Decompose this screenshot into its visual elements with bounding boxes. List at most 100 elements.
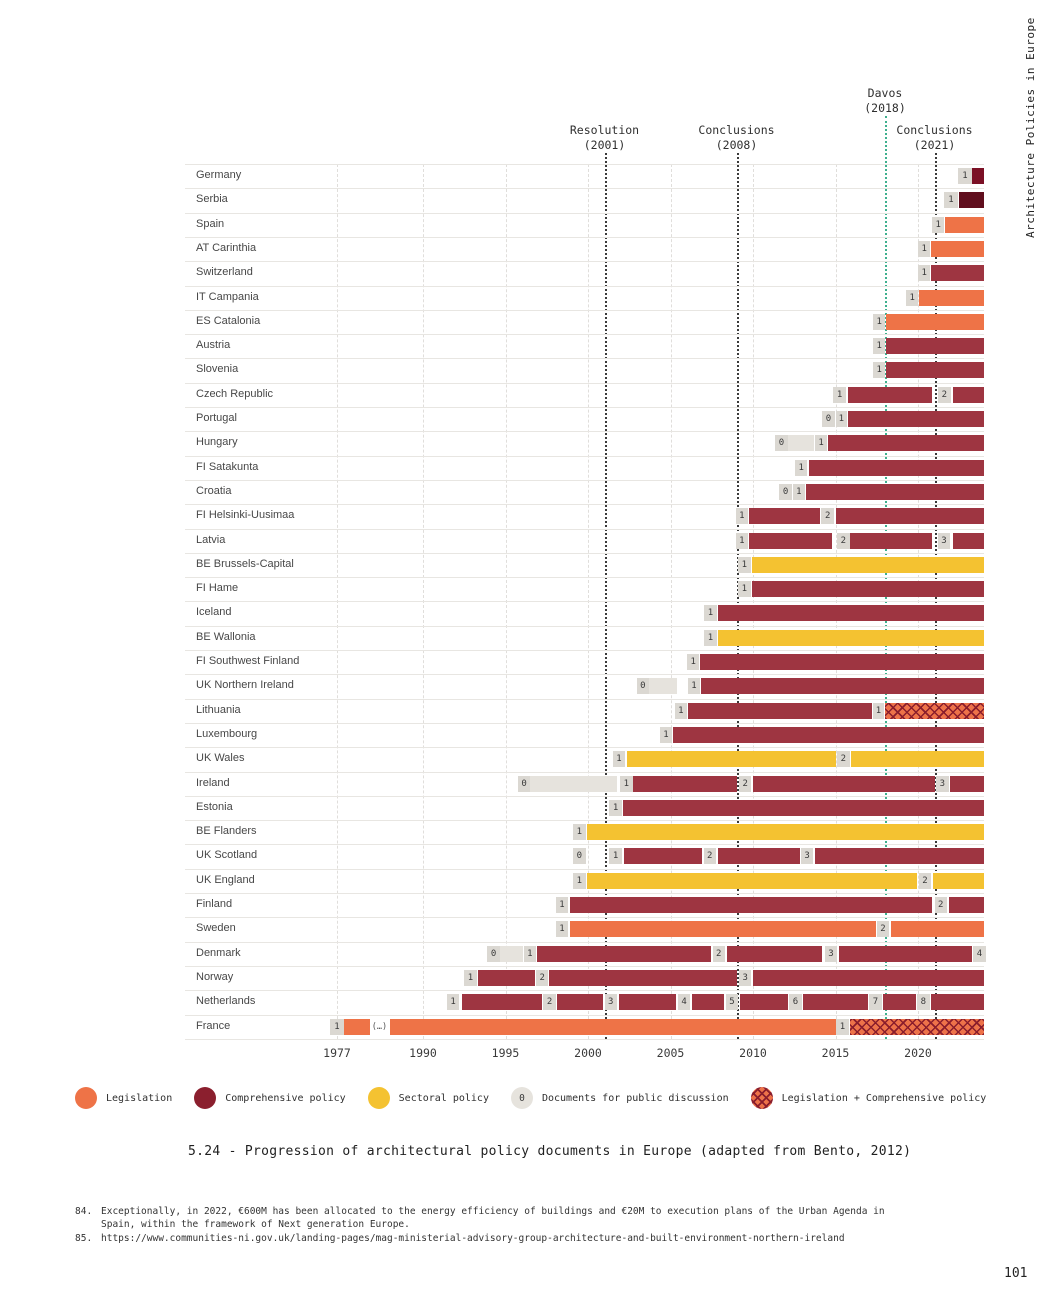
row-separator xyxy=(185,965,984,967)
row-separator xyxy=(185,771,984,773)
row-separator xyxy=(185,941,984,943)
doc-count-label: 0 xyxy=(636,678,650,695)
bar-comp xyxy=(700,654,984,670)
legend-dot-comp xyxy=(194,1087,217,1109)
row-label-luxembourg: Luxembourg xyxy=(196,727,258,740)
doc-count-label: 1 xyxy=(872,702,885,719)
bar-comp xyxy=(618,994,677,1011)
bar-disc xyxy=(499,945,523,962)
row-separator xyxy=(185,893,984,894)
doc-count-label: 1 xyxy=(738,556,751,573)
refline-event: Conclusions xyxy=(698,123,775,137)
doc-count-label: 1 xyxy=(687,654,700,670)
bar-comp xyxy=(950,775,984,792)
doc-count-label: 2 xyxy=(934,897,947,913)
doc-count-label: 3 xyxy=(800,848,814,865)
row-label-latvia: Latvia xyxy=(196,533,226,546)
bar-comp xyxy=(931,265,984,282)
doc-count-label: 0 xyxy=(779,483,792,500)
row-label-spain: Spain xyxy=(196,217,225,230)
page-number: 101 xyxy=(1004,1266,1028,1281)
legend-dot-disc: 0 xyxy=(510,1087,533,1109)
bar-comp xyxy=(672,726,984,743)
bar-comp xyxy=(739,994,788,1011)
bar-comp xyxy=(687,702,872,719)
refline-label-2018: Davos (2018) xyxy=(864,86,906,116)
refline-year: (2018) xyxy=(864,100,906,115)
bar-sect xyxy=(851,751,984,768)
doc-count-label: 1 xyxy=(659,726,673,743)
x-tick-2015: 2015 xyxy=(821,1046,850,1060)
row-separator xyxy=(185,431,984,433)
row-label-sweden: Sweden xyxy=(196,922,236,935)
bar-comp xyxy=(753,775,935,792)
footnote-85: 85. https://www.communities-ni.gov.uk/la… xyxy=(75,1232,901,1245)
axis-break-marker: (…) xyxy=(371,1021,388,1032)
row-label-lithuania: Lithuania xyxy=(196,703,241,716)
refline-year: (2001) xyxy=(583,137,626,152)
bar-comp xyxy=(838,945,972,962)
x-tick-1995: 1995 xyxy=(491,1046,520,1060)
row-separator xyxy=(185,309,984,311)
row-separator xyxy=(185,552,984,554)
refline-2001 xyxy=(604,153,607,1039)
row-separator xyxy=(185,382,984,384)
doc-count-label: 2 xyxy=(837,532,850,549)
doc-count-label: 2 xyxy=(536,969,549,986)
bar-comp xyxy=(847,386,933,403)
bar-sect xyxy=(717,629,984,646)
row-separator xyxy=(185,334,984,336)
row-label-iceland: Iceland xyxy=(196,606,232,619)
row-separator xyxy=(185,188,984,190)
row-label-norway: Norway xyxy=(196,970,234,983)
row-label-ireland: Ireland xyxy=(196,776,230,789)
bar-sect xyxy=(626,751,837,768)
bar-comp xyxy=(461,994,542,1011)
bar-leg xyxy=(885,313,984,330)
row-separator xyxy=(185,625,984,627)
row-separator xyxy=(185,455,984,457)
bar-comp xyxy=(883,994,916,1011)
bar-comp xyxy=(753,969,984,986)
row-separator xyxy=(185,528,984,530)
row-label-fi-helsinki-uusimaa: FI Helsinki-Uusimaa xyxy=(196,509,295,522)
doc-count-label: 1 xyxy=(573,872,586,889)
row-separator xyxy=(185,990,984,992)
row-separator xyxy=(185,285,984,287)
bar-comp xyxy=(717,848,801,865)
doc-count-label: 1 xyxy=(704,629,717,646)
bar-comp xyxy=(805,483,984,500)
doc-count-label: 2 xyxy=(918,872,932,889)
row-separator xyxy=(185,1014,984,1016)
row-separator xyxy=(185,601,984,603)
row-separator xyxy=(185,795,984,797)
figure-caption: 5.24 - Progression of architectural poli… xyxy=(188,1144,912,1159)
doc-count-label: 1 xyxy=(932,216,945,233)
doc-count-label: 1 xyxy=(674,702,687,719)
doc-count-label: 3 xyxy=(936,775,949,792)
doc-count-label: 3 xyxy=(937,532,951,549)
row-separator xyxy=(185,261,984,263)
row-separator xyxy=(185,747,984,749)
doc-count-label: 1 xyxy=(573,824,586,841)
legend-dot-sect xyxy=(367,1087,390,1109)
doc-count-label: 8 xyxy=(917,994,930,1011)
doc-count-label: 2 xyxy=(937,386,951,403)
footnote-85-number: 85. xyxy=(75,1232,93,1244)
row-label-fi-satakunta: FI Satakunta xyxy=(196,460,259,473)
bar-comp xyxy=(952,386,984,403)
doc-count-label: 1 xyxy=(792,483,805,500)
doc-count-label: 1 xyxy=(330,1018,344,1035)
doc-count-label: 1 xyxy=(704,605,717,622)
bar-leg xyxy=(890,921,984,938)
x-tick-2010: 2010 xyxy=(739,1046,767,1060)
refline-event: Davos xyxy=(867,86,903,100)
doc-count-label: 1 xyxy=(612,751,626,768)
row-label-be-wallonia: BE Wallonia xyxy=(196,630,256,643)
bar-comp xyxy=(569,897,933,913)
bar-leg xyxy=(344,1018,370,1035)
bar-leg xyxy=(918,289,984,306)
row-separator xyxy=(185,236,984,238)
row-label-estonia: Estonia xyxy=(196,800,233,813)
